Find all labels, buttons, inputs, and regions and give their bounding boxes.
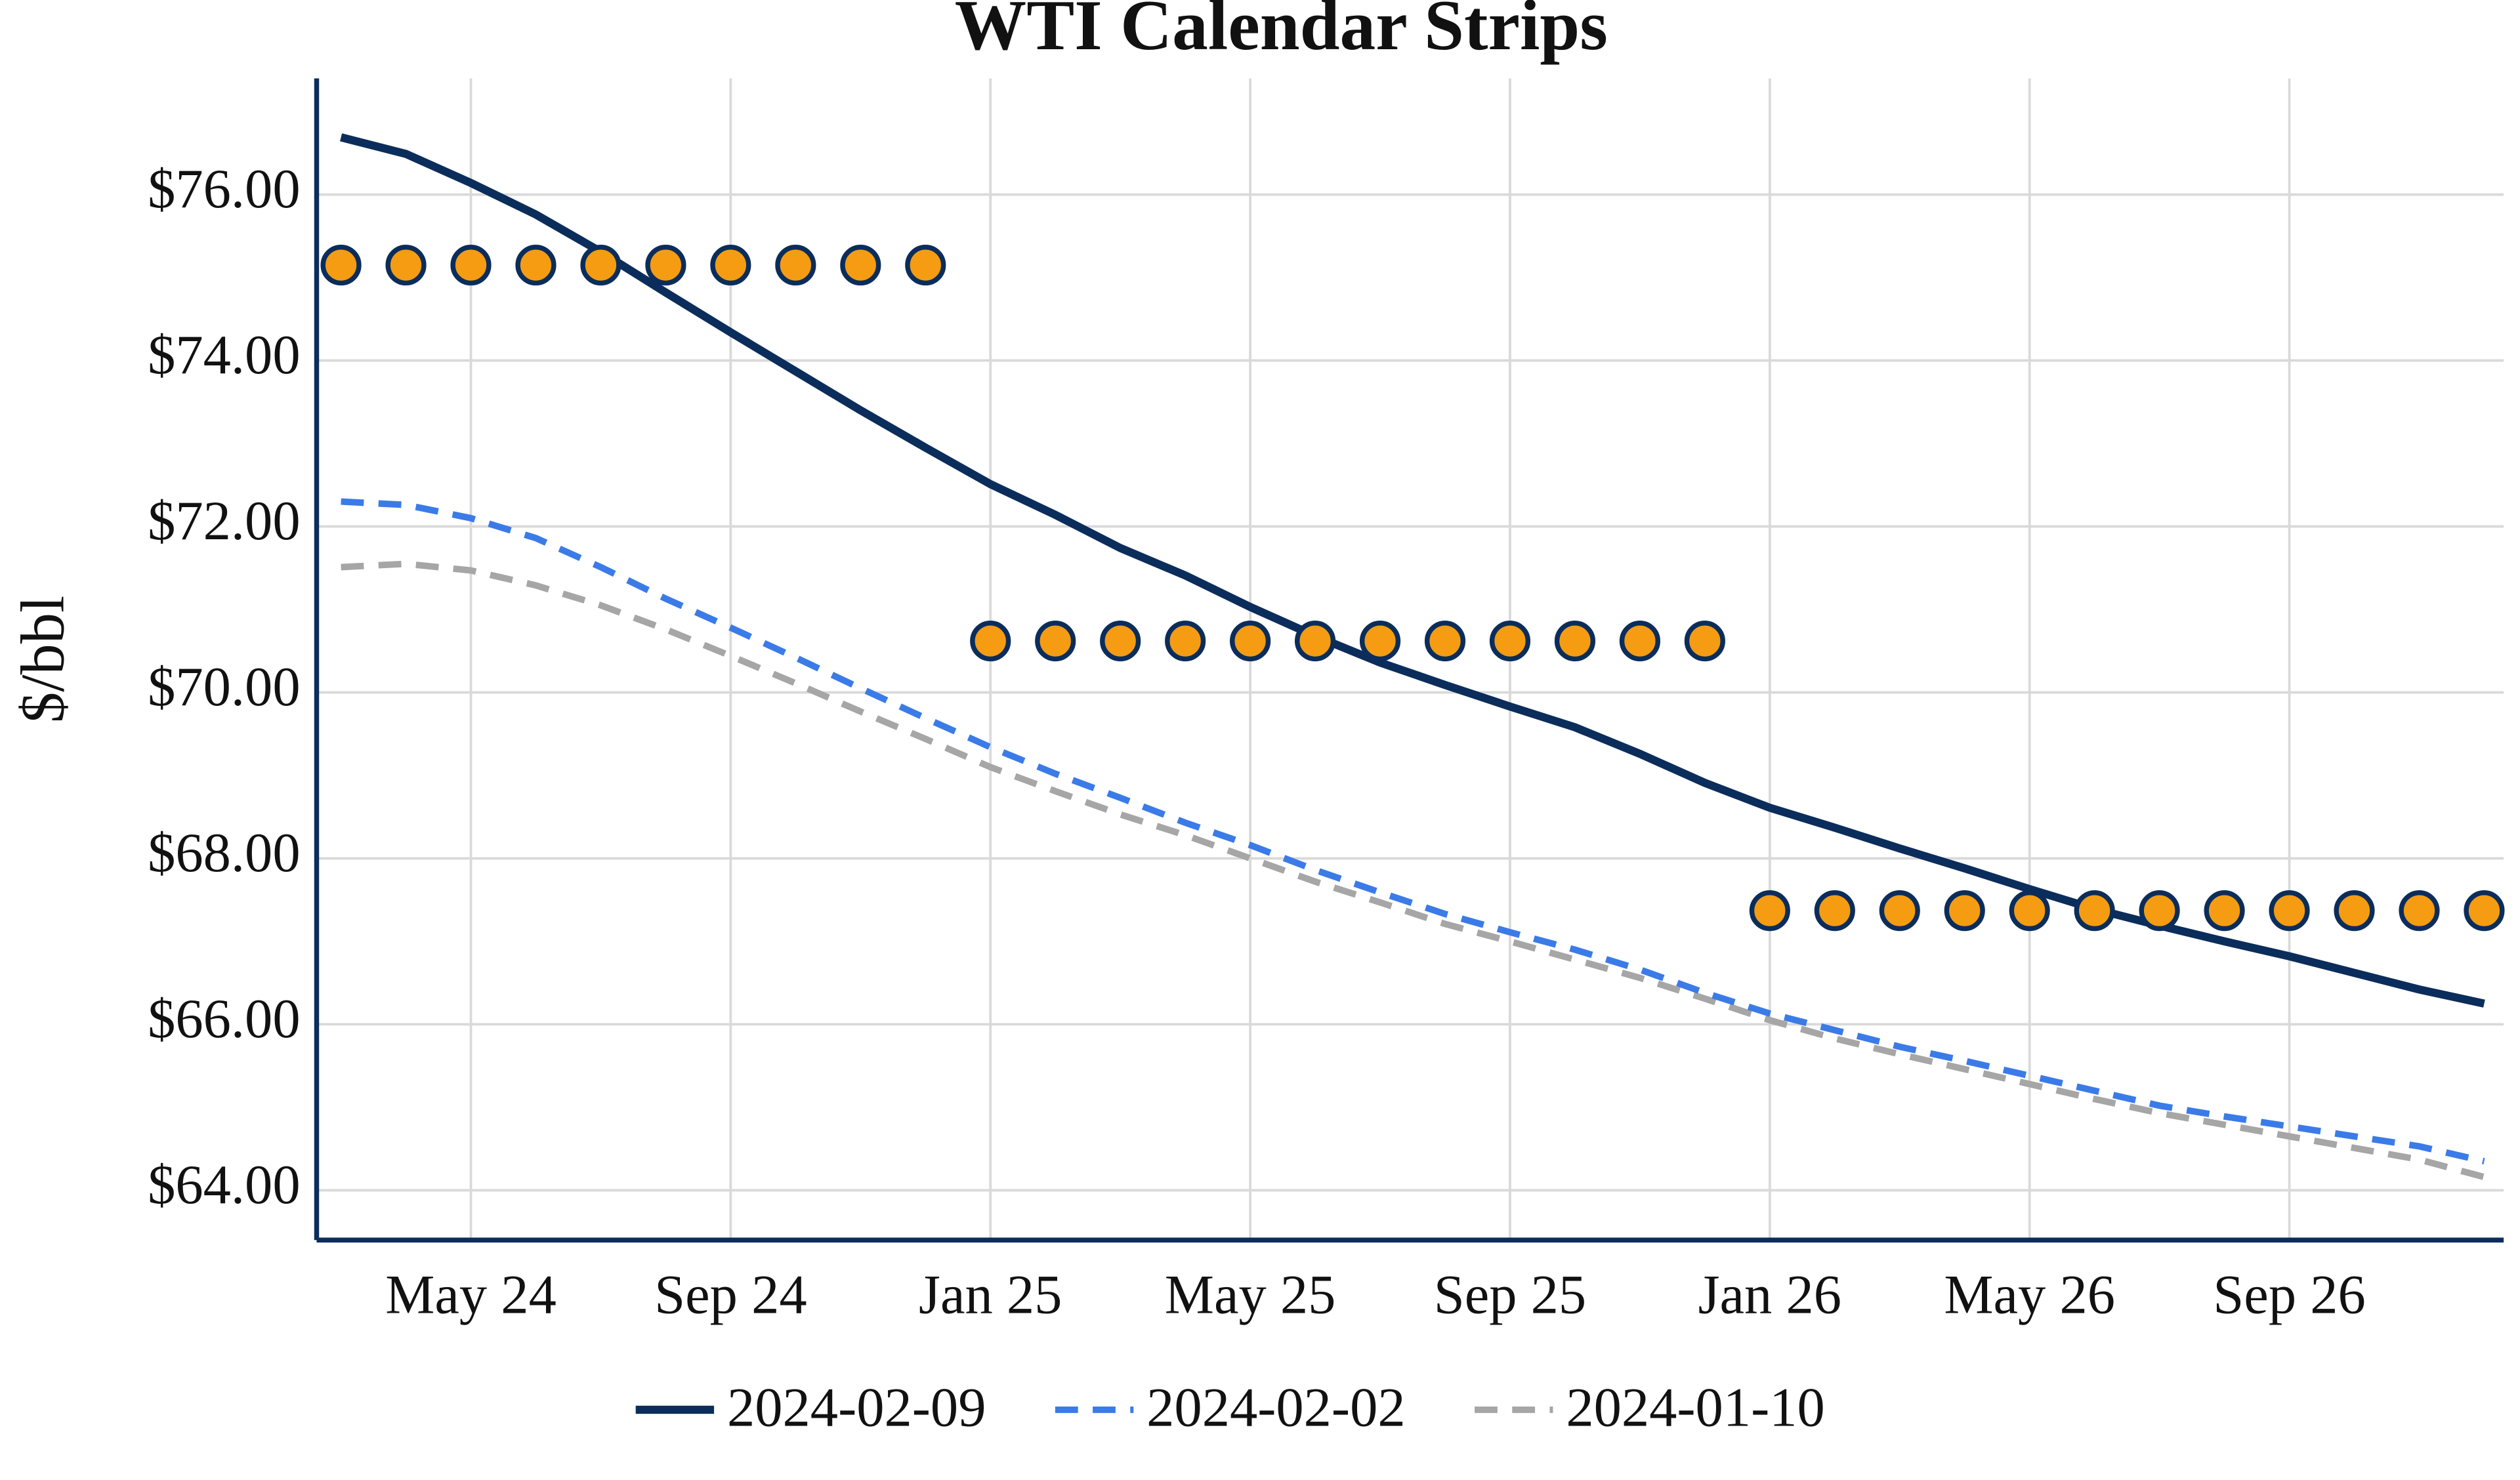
strip-marker (1035, 620, 1076, 662)
strip-marker (2464, 890, 2505, 932)
y-axis-label: $/bbl (9, 596, 77, 723)
strip-marker (320, 245, 362, 286)
strip-marker (2009, 890, 2050, 932)
strip-marker (515, 245, 556, 286)
strip-marker (710, 245, 751, 286)
strip-marker (1294, 620, 1336, 662)
strip-marker (1165, 620, 1206, 662)
strip-marker (1100, 620, 1141, 662)
strip-marker (645, 245, 686, 286)
strip-marker (1489, 620, 1531, 662)
x-tick-label: Jan 26 (1698, 1265, 1841, 1326)
x-tick-label: Jan 25 (919, 1265, 1062, 1326)
y-tick-label: $66.00 (148, 989, 301, 1050)
strip-marker (580, 245, 621, 286)
chart-title: WTI Calendar Strips (955, 0, 1608, 65)
y-tick-label: $68.00 (148, 823, 301, 884)
series-line (340, 133, 2485, 1008)
series-line (341, 498, 2485, 1164)
strip-marker (2204, 890, 2245, 932)
strip-marker (1619, 620, 1660, 662)
strip-marker (1230, 620, 1271, 662)
legend-label: 2024-02-09 (727, 1377, 986, 1438)
strip-marker (1879, 890, 1920, 932)
strip-marker (2074, 890, 2115, 932)
y-tick-label: $64.00 (148, 1155, 301, 1216)
strip-marker (775, 245, 816, 286)
strip-marker (2334, 890, 2375, 932)
strip-marker (1684, 620, 1725, 662)
strip-marker (1424, 620, 1466, 662)
x-tick-label: Sep 24 (654, 1265, 807, 1326)
strip-marker (2139, 890, 2180, 932)
strip-marker (1814, 890, 1855, 932)
strip-marker (905, 245, 946, 286)
x-tick-label: Sep 26 (2213, 1265, 2366, 1326)
y-tick-label: $76.00 (148, 159, 301, 220)
series-line (341, 560, 2485, 1180)
x-tick-label: May 25 (1165, 1265, 1336, 1326)
legend-label: 2024-02-02 (1146, 1377, 1406, 1438)
strip-marker (2269, 890, 2310, 932)
strip-marker (385, 245, 427, 286)
x-tick-label: Sep 25 (1434, 1265, 1587, 1326)
strip-marker (2399, 890, 2440, 932)
strip-marker (1944, 890, 1985, 932)
legend-label: 2024-01-10 (1566, 1377, 1825, 1438)
y-tick-label: $72.00 (148, 491, 301, 552)
strip-marker (1359, 620, 1401, 662)
y-tick-label: $70.00 (148, 657, 301, 718)
strip-marker (450, 245, 492, 286)
x-tick-label: May 26 (1944, 1265, 2115, 1326)
strip-marker (1554, 620, 1596, 662)
strip-marker (840, 245, 881, 286)
strip-marker (970, 620, 1011, 662)
y-tick-label: $74.00 (148, 325, 301, 386)
x-tick-label: May 24 (385, 1265, 556, 1326)
strip-marker (1749, 890, 1790, 932)
